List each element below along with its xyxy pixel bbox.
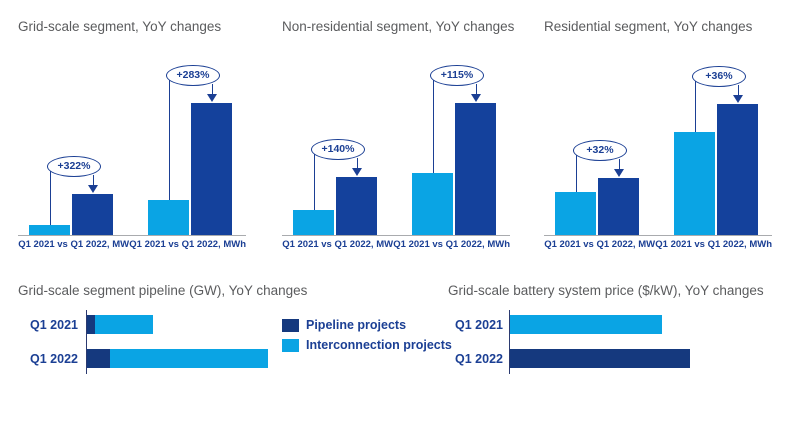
chart-title: Non-residential segment, YoY changes [282, 19, 515, 34]
bar-q1-2022 [455, 103, 496, 235]
y-axis-line [86, 310, 87, 374]
group-label-mw: Q1 2021 vs Q1 2022, MW [18, 239, 130, 250]
annotation-badge: +32% [573, 139, 627, 161]
group-label-mw: Q1 2021 vs Q1 2022, MW [544, 239, 656, 250]
category-label: Q1 2022 [30, 351, 78, 366]
annotation-connector-line [313, 149, 315, 210]
plot-area: Q1 2021 Q1 2022 [14, 310, 434, 374]
annotation-arrow-line [211, 84, 213, 94]
annotation-arrow-line [356, 158, 358, 168]
annotation-connector-line [432, 75, 434, 173]
chart-non-residential-yoy: Non-residential segment, YoY changes +14… [278, 14, 514, 250]
chart-residential-yoy: Residential segment, YoY changes +32% +36… [540, 14, 776, 250]
legend-label: Pipeline projects [306, 318, 407, 332]
plot-area: +322% +283% [18, 60, 246, 236]
annotation-arrow-line [475, 84, 477, 94]
category-label: Q1 2021 [455, 317, 503, 332]
annotation-arrow-line [737, 85, 739, 95]
group-label-mwh: Q1 2021 vs Q1 2022, MWh [393, 239, 510, 250]
category-label: Q1 2022 [455, 351, 503, 366]
bar-q1-2022 [717, 104, 758, 235]
bar-q1-2021 [148, 200, 189, 235]
bar-segment-interconnection-projects [110, 349, 268, 368]
bar-segment-interconnection-projects [95, 315, 153, 334]
bar-q1-2021 [509, 315, 788, 334]
x-axis-labels: Q1 2021 vs Q1 2022, MW Q1 2021 vs Q1 202… [282, 239, 510, 250]
bar-segment-pipeline-projects [86, 315, 95, 334]
bar-q1-2021 [29, 225, 70, 235]
arrowhead-icon [352, 168, 362, 176]
chart-title: Residential segment, YoY changes [544, 19, 753, 34]
bar-q1-2021 [555, 192, 596, 235]
bar-q1-2021 [674, 132, 715, 235]
stacked-bar-q1-2021 [86, 315, 434, 334]
bar-q1-2022 [72, 194, 113, 235]
bar-row: Q1 2022 [448, 349, 788, 368]
annotation-badge: +283% [166, 64, 220, 86]
chart-grid-scale-yoy: Grid-scale segment, YoY changes +322% +28… [14, 14, 250, 250]
bar-q1-2022 [336, 177, 377, 235]
annotation-badge: +322% [47, 155, 101, 177]
chart-battery-price: Grid-scale battery system price ($/kW), … [448, 277, 788, 374]
arrowhead-icon [614, 169, 624, 177]
interconnection-swatch-icon [282, 338, 299, 352]
annotation-badge: +115% [430, 64, 484, 86]
bar-q1-2021 [293, 210, 334, 235]
annotation-arrow-line [618, 159, 620, 169]
chart-pipeline-gw: Grid-scale segment pipeline (GW), YoY ch… [14, 277, 452, 374]
annotation-badge: +36% [692, 65, 746, 87]
plot-area: Q1 2021 Q1 2022 [448, 310, 788, 374]
plot-area: +140% +115% [282, 60, 510, 236]
annotation-badge: +140% [311, 138, 365, 160]
x-axis-labels: Q1 2021 vs Q1 2022, MW Q1 2021 vs Q1 202… [544, 239, 772, 250]
bar-row: Q1 2021 [14, 315, 434, 334]
arrowhead-icon [207, 94, 217, 102]
bar-row: Q1 2021 [448, 315, 788, 334]
bar-q1-2021 [412, 173, 453, 235]
bar-segment-pipeline-projects [86, 349, 110, 368]
legend-item-pipeline: Pipeline projects [282, 318, 452, 332]
bar-q1-2022 [191, 103, 232, 235]
plot-area: +32% +36% [544, 60, 772, 236]
legend-label: Interconnection projects [306, 338, 452, 352]
x-axis-labels: Q1 2021 vs Q1 2022, MW Q1 2021 vs Q1 202… [18, 239, 246, 250]
legend: Pipeline projects Interconnection projec… [282, 318, 452, 358]
arrowhead-icon [471, 94, 481, 102]
group-label-mwh: Q1 2021 vs Q1 2022, MWh [655, 239, 772, 250]
group-label-mw: Q1 2021 vs Q1 2022, MW [282, 239, 394, 250]
arrowhead-icon [88, 185, 98, 193]
bar-row: Q1 2022 [14, 349, 434, 368]
legend-item-interconnection: Interconnection projects [282, 338, 452, 352]
chart-title: Grid-scale battery system price ($/kW), … [448, 283, 764, 298]
bar-q1-2022 [509, 349, 690, 368]
chart-title: Grid-scale segment pipeline (GW), YoY ch… [18, 283, 308, 298]
arrowhead-icon [733, 95, 743, 103]
annotation-arrow-line [92, 175, 94, 185]
stacked-bar-q1-2022 [86, 349, 434, 368]
annotation-connector-line [168, 75, 170, 200]
bar-q1-2022 [598, 178, 639, 235]
pipeline-swatch-icon [282, 318, 299, 332]
chart-title: Grid-scale segment, YoY changes [18, 19, 222, 34]
y-axis-line [509, 310, 510, 374]
annotation-connector-line [694, 76, 696, 132]
annotation-connector-line [575, 150, 577, 192]
annotation-connector-line [49, 166, 51, 225]
category-label: Q1 2021 [30, 317, 78, 332]
bar-q1-2021 [509, 315, 662, 334]
group-label-mwh: Q1 2021 vs Q1 2022, MWh [129, 239, 246, 250]
bar-q1-2022 [509, 349, 788, 368]
